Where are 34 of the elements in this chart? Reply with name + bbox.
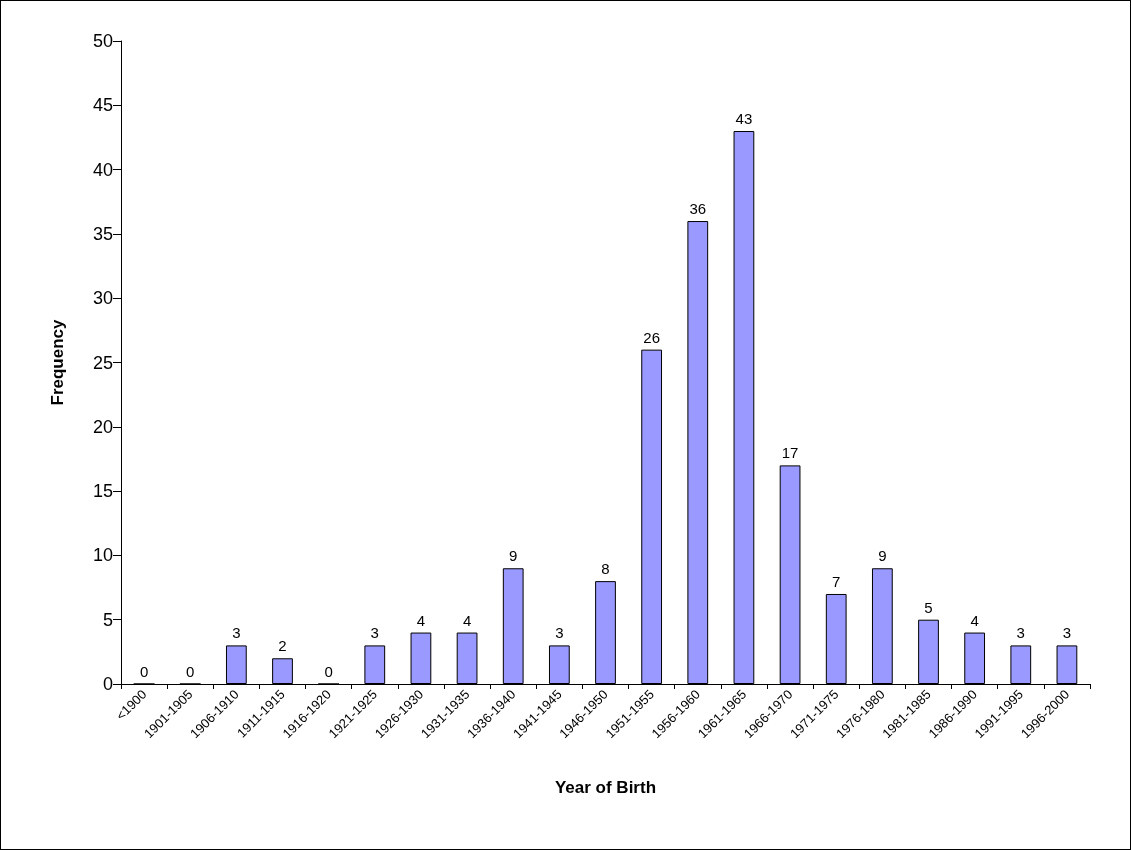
data-label: 36 xyxy=(689,200,707,218)
y-tick-label: 45 xyxy=(92,95,113,116)
data-label: 17 xyxy=(781,444,799,462)
y-axis-title: Frequency xyxy=(48,318,67,406)
data-label: 7 xyxy=(832,572,841,590)
data-label: 0 xyxy=(139,662,149,680)
data-label: 0 xyxy=(324,662,333,680)
y-tick-label: 50 xyxy=(92,31,113,51)
data-label: 43 xyxy=(735,110,753,128)
y-tick-label: 30 xyxy=(92,288,113,309)
y-tick-label: 15 xyxy=(92,481,113,502)
data-label: 3 xyxy=(1016,624,1025,642)
data-label: 5 xyxy=(924,598,933,616)
y-tick-label: 10 xyxy=(92,545,113,566)
data-label: 8 xyxy=(601,560,610,578)
data-label: 3 xyxy=(370,624,379,642)
data-label: 4 xyxy=(970,611,979,629)
y-tick-label: 5 xyxy=(102,609,113,630)
data-label: 3 xyxy=(232,624,241,642)
data-label: 9 xyxy=(509,547,518,565)
y-tick-label: 0 xyxy=(102,674,113,694)
data-label: 9 xyxy=(878,547,887,565)
y-tick-label: 40 xyxy=(92,159,113,180)
data-label: 0 xyxy=(186,662,195,680)
data-label: 3 xyxy=(555,624,564,642)
data-label: 2 xyxy=(278,637,287,655)
data-label: 3 xyxy=(1062,624,1072,642)
y-tick-label: 25 xyxy=(92,352,113,373)
y-tick-label: 35 xyxy=(92,223,113,244)
y-tick-label: 20 xyxy=(92,416,113,437)
data-label: 26 xyxy=(643,328,660,346)
data-label: 4 xyxy=(462,611,472,629)
x-axis-title: Year of Birth xyxy=(554,778,657,797)
data-label: 4 xyxy=(416,611,426,629)
